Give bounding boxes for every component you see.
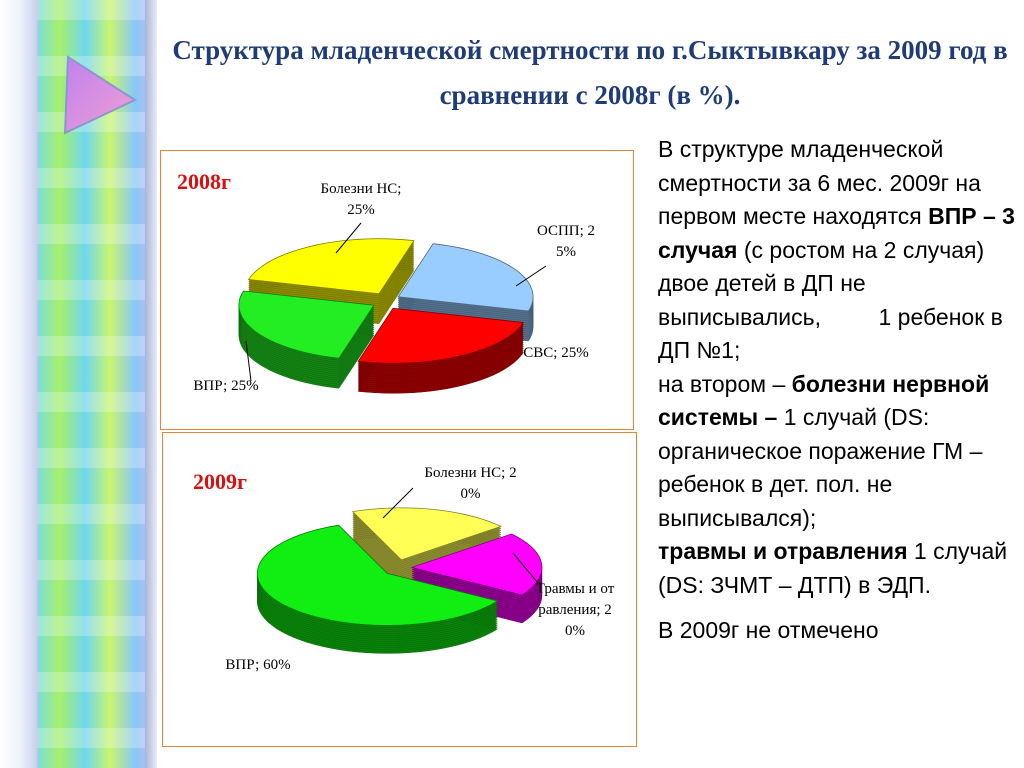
chart-box: 2009г Болезни НС; 20% Травмы и отравления;… [162, 432, 637, 747]
data-label: ВПР; 25% [193, 378, 259, 394]
text: 1 случай (DS: органическое поражение ГМ … [658, 404, 989, 531]
text: на втором – [658, 370, 792, 397]
leader-line [335, 222, 362, 254]
leader-line [515, 265, 547, 287]
text: 1 случай (DS: ЗЧМТ – ДТП) в ЭДП. [658, 538, 1014, 598]
pie-slice [351, 507, 503, 561]
text: (с ростом на 2 случая) двое детей в ДП н… [658, 236, 1010, 364]
pie-slice [256, 524, 499, 626]
decor-strip-edge [145, 0, 157, 768]
pie-slice [410, 533, 543, 596]
bold-text: травмы и отравления [658, 538, 908, 564]
decor-triangle [63, 55, 138, 135]
pie-slice [247, 238, 415, 295]
leader-line [382, 487, 414, 519]
pie-slice [357, 307, 525, 364]
text-line: В структуре младенческой смертности за 6… [658, 133, 1020, 368]
data-label: ОСПП; 25% [536, 223, 596, 260]
paragraph: В 2009г не отмечено [658, 614, 1020, 648]
bold-text: болезни нервной системы – [658, 370, 996, 431]
body-text: В структуре младенческой смертности за 6… [658, 133, 1020, 660]
data-label: СВС; 25% [523, 345, 589, 361]
text-line: на втором – болезни нервной системы – 1 … [658, 368, 1020, 536]
pie-slice [397, 243, 534, 312]
data-label: Болезни НС; 25% [320, 181, 402, 218]
bold-text: ВПР – 3 случая [658, 203, 1022, 263]
text-line: травмы и отравления 1 случай (DS: ЗЧМТ –… [658, 535, 1020, 602]
leader-line [512, 552, 539, 584]
text: В 2009г не отмечено [658, 617, 879, 643]
text-line: В 2009г не отмечено [658, 614, 1020, 648]
data-label: ВПР; 60% [225, 657, 291, 673]
text: В структуре младенческой смертности за 6… [658, 136, 988, 229]
data-label: Травмы и отравления; 20% [535, 581, 615, 639]
chart-title: 2009г [193, 469, 247, 494]
leader-line [245, 340, 252, 382]
data-label: Болезни НС; 20% [424, 465, 517, 502]
pie-chart [238, 222, 547, 394]
paragraph: В структуре младенческой смертности за 6… [658, 133, 1020, 602]
pie-slice [238, 290, 375, 359]
chart-title: 2008г [177, 169, 231, 194]
pie-chart [256, 487, 543, 654]
chart-box: 2008г Болезни НС; 25% ОСПП; 25% СВС; 25% ВПР… [160, 150, 634, 430]
slide-title: Структура младенческой смертности по г.С… [172, 35, 1008, 110]
